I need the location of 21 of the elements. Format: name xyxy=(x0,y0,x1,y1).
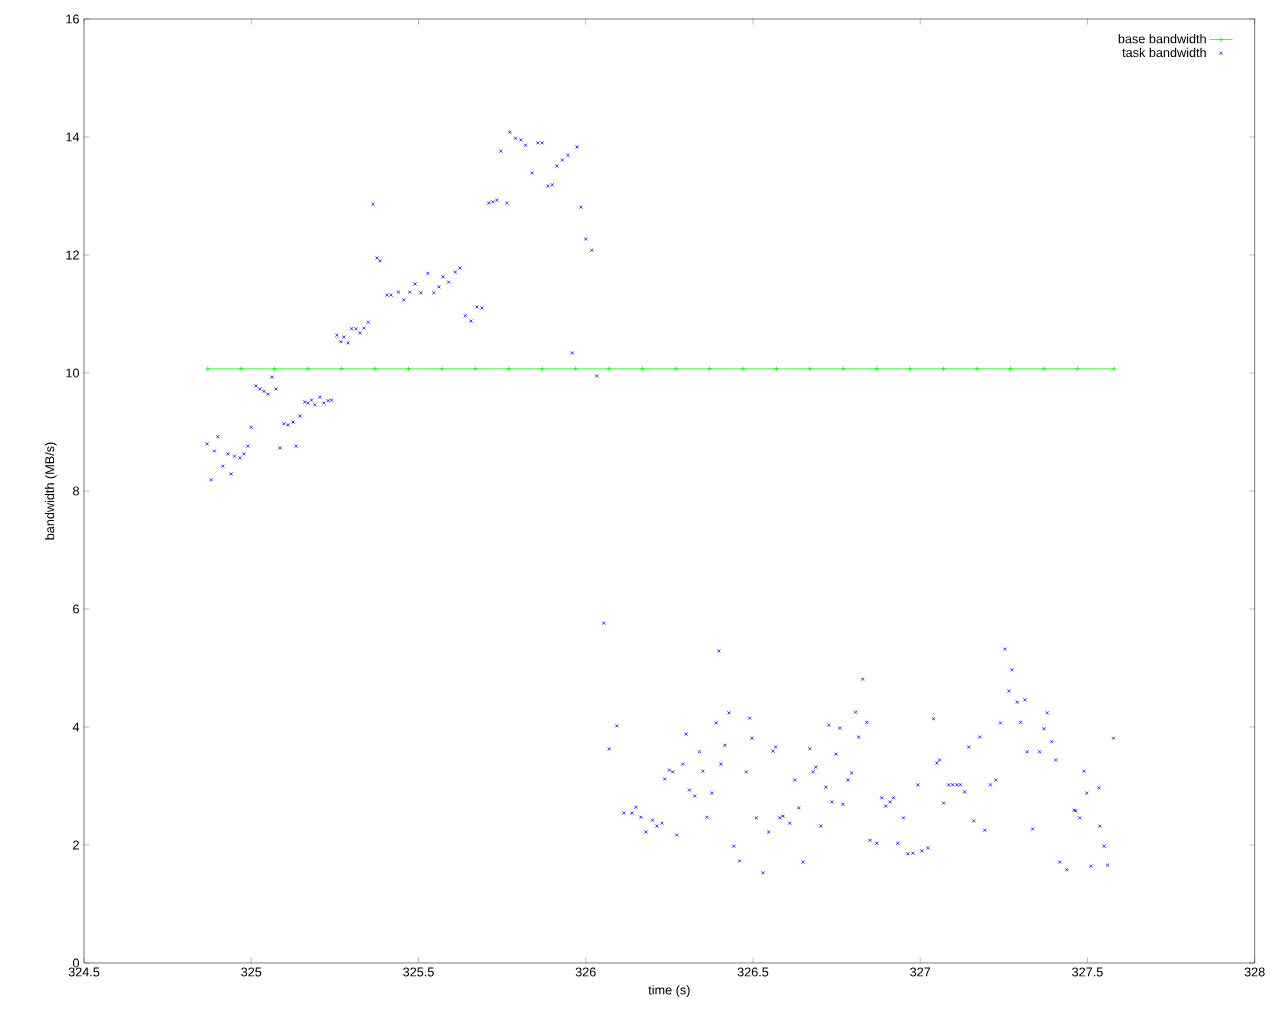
x-tick-label: 324.5 xyxy=(68,967,100,977)
y-axis-title: bandwidth (MB/s) xyxy=(44,442,57,540)
x-tick-label: 325.5 xyxy=(403,967,434,977)
y-tick-label: 16 xyxy=(66,14,79,24)
x-tick-label: 328 xyxy=(1244,967,1265,977)
y-tick-label: 12 xyxy=(66,250,79,260)
legend-label: task bandwidth xyxy=(1122,47,1206,58)
x-tick-label: 326 xyxy=(575,967,596,977)
x-tick-label: 326.5 xyxy=(737,967,769,977)
legend-label: base bandwidth xyxy=(1118,34,1206,44)
x-axis-title: time (s) xyxy=(648,985,690,997)
x-tick-label: 327.5 xyxy=(1072,967,1103,977)
y-tick-label: 4 xyxy=(72,722,80,732)
y-tick-label: 14 xyxy=(66,132,80,142)
y-tick-label: 6 xyxy=(73,604,79,614)
y-tick-label: 0 xyxy=(72,958,80,968)
y-tick-label: 10 xyxy=(66,368,80,378)
y-tick-label: 2 xyxy=(73,840,79,850)
y-tick-label: 8 xyxy=(73,486,79,496)
x-tick-label: 325 xyxy=(241,967,262,977)
x-tick-label: 327 xyxy=(910,967,931,977)
